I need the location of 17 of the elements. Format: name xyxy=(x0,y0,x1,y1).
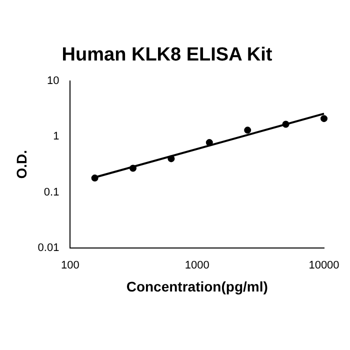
x-tick-label: 10000 xyxy=(308,260,340,272)
point xyxy=(206,139,213,146)
point xyxy=(244,126,252,134)
y-tick-label: 1 xyxy=(53,130,60,143)
chart-title: Human KLK8 ELISA Kit xyxy=(62,44,273,66)
y-tick-label: 0.1 xyxy=(44,186,60,198)
y-tick-label: 0.01 xyxy=(38,242,60,254)
y-axis-title: O.D. xyxy=(13,150,30,179)
point xyxy=(168,155,175,162)
point xyxy=(282,120,290,128)
point xyxy=(91,174,98,182)
point xyxy=(320,115,328,122)
x-tick-label: 1000 xyxy=(184,260,210,272)
x-axis-title: Concentration(pg/ml) xyxy=(126,278,268,294)
point xyxy=(130,164,137,172)
y-tick-label: 10 xyxy=(46,74,60,87)
x-tick-label: 100 xyxy=(61,260,80,272)
